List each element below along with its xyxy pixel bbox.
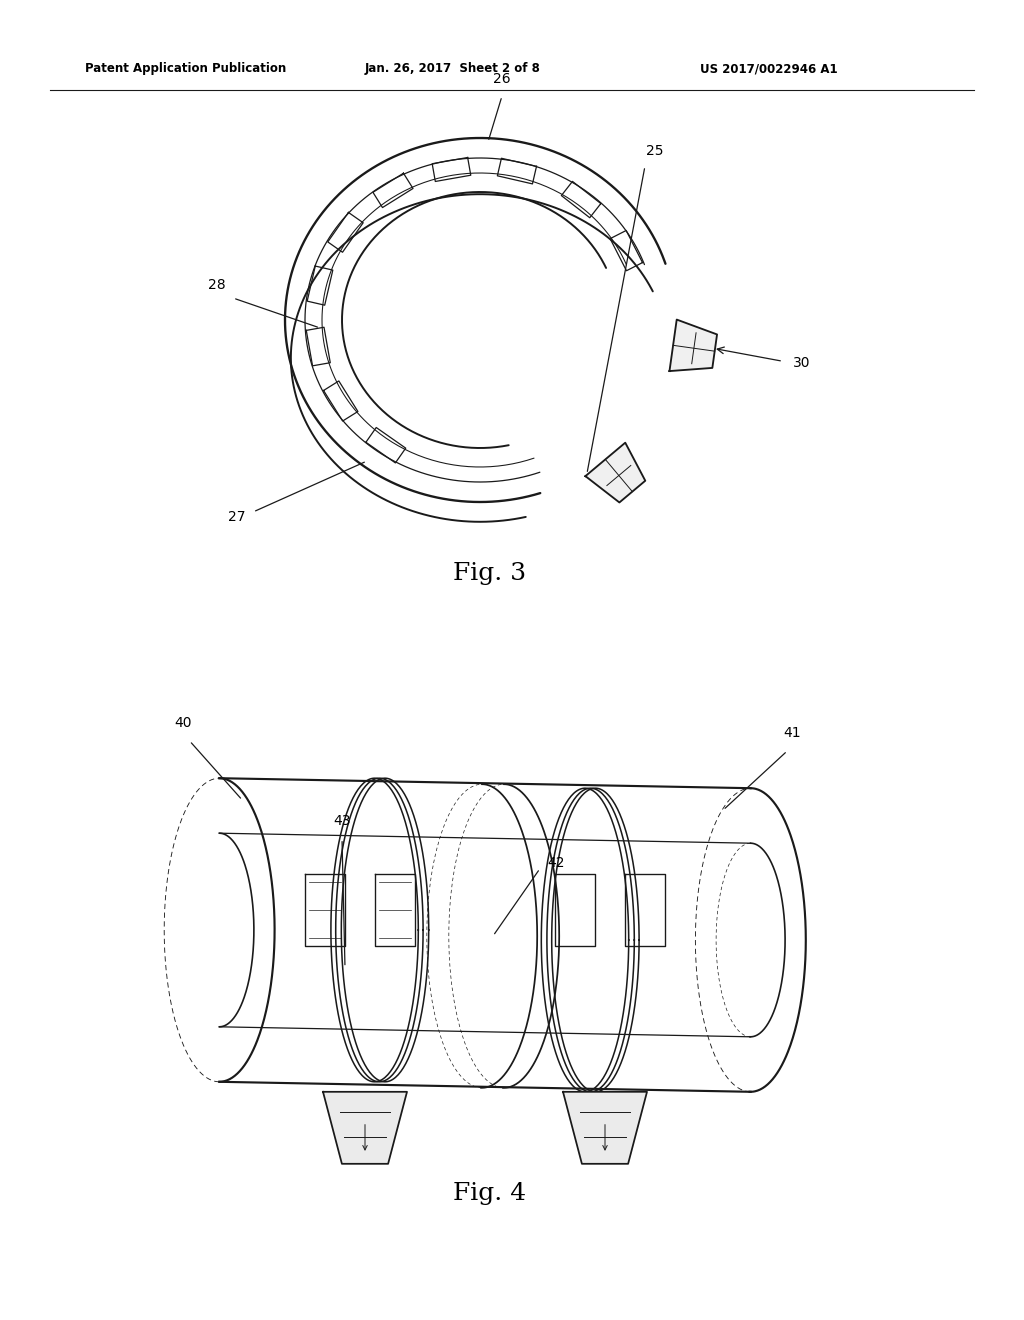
Text: 27: 27 [228, 510, 246, 524]
Text: 42: 42 [547, 855, 564, 870]
Text: 28: 28 [208, 279, 226, 292]
Polygon shape [586, 442, 645, 503]
Text: Fig. 4: Fig. 4 [454, 1181, 526, 1205]
Text: 40: 40 [174, 715, 191, 730]
Text: 25: 25 [646, 144, 664, 158]
Text: 43: 43 [333, 814, 351, 828]
Text: 30: 30 [794, 356, 811, 371]
Polygon shape [670, 319, 717, 371]
Text: Patent Application Publication: Patent Application Publication [85, 62, 287, 75]
Polygon shape [563, 1092, 647, 1164]
Text: 41: 41 [783, 726, 801, 739]
Polygon shape [323, 1092, 407, 1164]
Text: 26: 26 [494, 73, 511, 86]
Text: Jan. 26, 2017  Sheet 2 of 8: Jan. 26, 2017 Sheet 2 of 8 [365, 62, 541, 75]
Text: Fig. 3: Fig. 3 [454, 562, 526, 585]
Text: US 2017/0022946 A1: US 2017/0022946 A1 [700, 62, 838, 75]
